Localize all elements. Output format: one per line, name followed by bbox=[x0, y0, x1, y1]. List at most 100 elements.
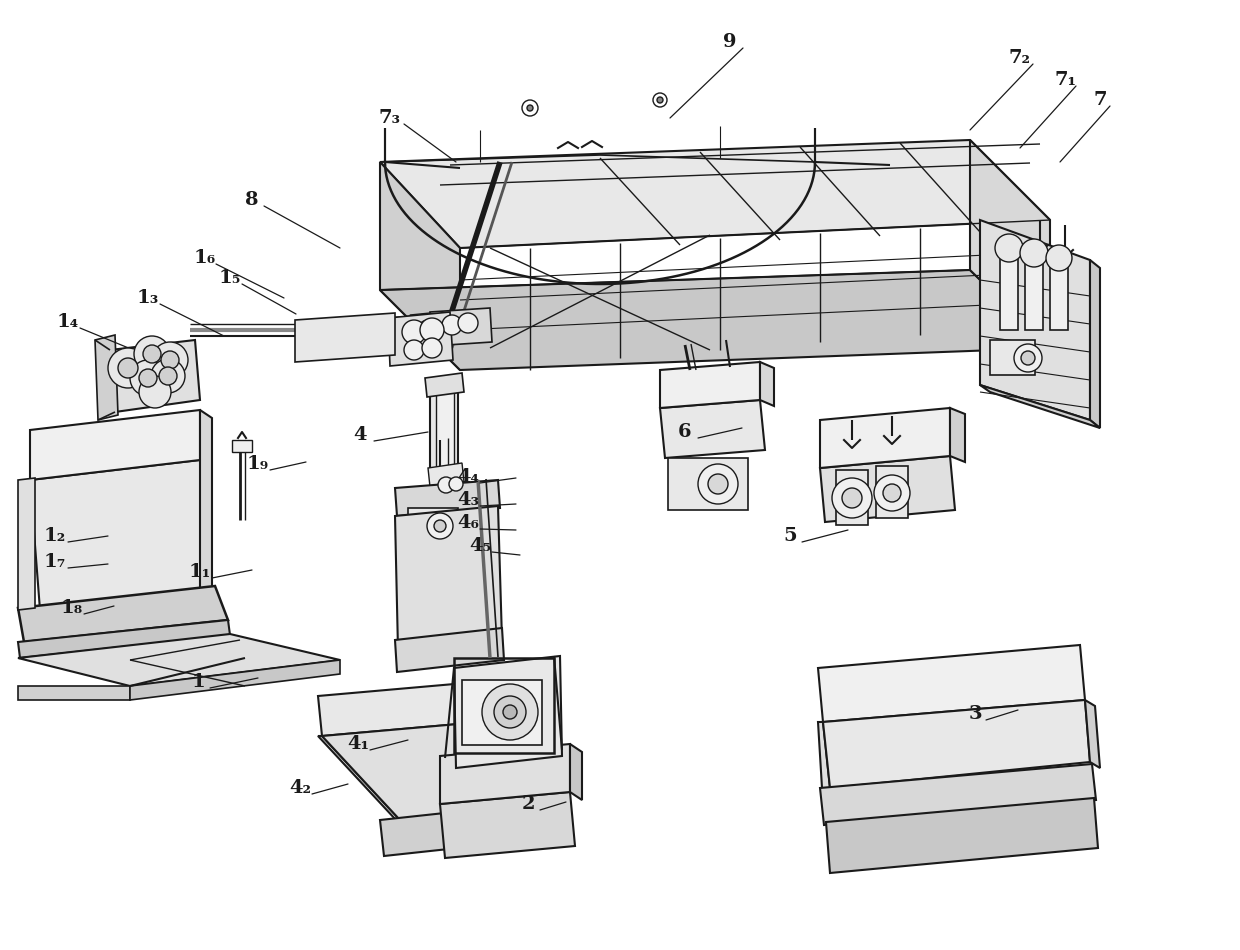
Text: 9: 9 bbox=[723, 33, 737, 51]
Polygon shape bbox=[1090, 260, 1100, 428]
Polygon shape bbox=[818, 722, 830, 788]
Polygon shape bbox=[379, 162, 460, 370]
Text: 3: 3 bbox=[968, 705, 982, 723]
Circle shape bbox=[657, 97, 663, 103]
Polygon shape bbox=[430, 308, 492, 346]
Text: 1₂: 1₂ bbox=[43, 527, 66, 545]
Polygon shape bbox=[410, 313, 432, 332]
Circle shape bbox=[842, 488, 862, 508]
Text: 1₆: 1₆ bbox=[193, 249, 216, 267]
Polygon shape bbox=[1085, 700, 1100, 768]
Text: 1₃: 1₃ bbox=[136, 289, 159, 307]
Polygon shape bbox=[970, 140, 1050, 348]
Circle shape bbox=[458, 313, 477, 333]
Polygon shape bbox=[454, 656, 562, 768]
Text: 4₁: 4₁ bbox=[347, 735, 370, 753]
Circle shape bbox=[449, 477, 463, 491]
Circle shape bbox=[143, 345, 161, 363]
Circle shape bbox=[1047, 245, 1073, 271]
Circle shape bbox=[522, 100, 538, 116]
Polygon shape bbox=[570, 744, 582, 800]
Circle shape bbox=[151, 359, 185, 393]
Text: 4: 4 bbox=[353, 426, 367, 444]
Circle shape bbox=[1021, 239, 1048, 267]
Circle shape bbox=[874, 475, 910, 511]
Circle shape bbox=[482, 684, 538, 740]
Polygon shape bbox=[95, 335, 118, 420]
Circle shape bbox=[404, 340, 424, 360]
Polygon shape bbox=[19, 634, 340, 686]
Polygon shape bbox=[388, 315, 432, 348]
Polygon shape bbox=[440, 792, 575, 858]
Circle shape bbox=[422, 338, 441, 358]
Text: 2: 2 bbox=[521, 795, 534, 813]
Polygon shape bbox=[396, 506, 502, 650]
Text: 1₈: 1₈ bbox=[61, 599, 83, 617]
Circle shape bbox=[994, 234, 1023, 262]
Text: 7₁: 7₁ bbox=[1054, 71, 1076, 89]
Circle shape bbox=[420, 318, 444, 342]
Circle shape bbox=[1014, 344, 1042, 372]
Text: 7₃: 7₃ bbox=[379, 109, 401, 127]
Circle shape bbox=[108, 348, 148, 388]
Bar bbox=[436, 390, 454, 468]
Polygon shape bbox=[980, 220, 1090, 420]
Polygon shape bbox=[820, 408, 950, 468]
Circle shape bbox=[494, 696, 526, 728]
Polygon shape bbox=[440, 744, 570, 804]
Bar bbox=[1025, 255, 1043, 330]
Text: 4₂: 4₂ bbox=[289, 779, 311, 797]
Polygon shape bbox=[317, 736, 401, 820]
Circle shape bbox=[434, 520, 446, 532]
Text: 1₇: 1₇ bbox=[43, 553, 66, 571]
Circle shape bbox=[139, 376, 171, 408]
Text: 1₄: 1₄ bbox=[57, 313, 79, 331]
Polygon shape bbox=[826, 798, 1097, 873]
Circle shape bbox=[527, 105, 533, 111]
Text: 7: 7 bbox=[1094, 91, 1107, 109]
Bar bbox=[408, 508, 458, 543]
Circle shape bbox=[441, 315, 463, 335]
Polygon shape bbox=[388, 312, 453, 366]
Circle shape bbox=[134, 336, 170, 372]
Polygon shape bbox=[379, 804, 532, 856]
Circle shape bbox=[438, 477, 454, 493]
Text: 4₆: 4₆ bbox=[458, 514, 479, 532]
Polygon shape bbox=[295, 313, 396, 362]
Polygon shape bbox=[19, 686, 130, 700]
Polygon shape bbox=[823, 700, 1090, 788]
Text: 7₂: 7₂ bbox=[1009, 49, 1030, 67]
Text: 4₅: 4₅ bbox=[469, 537, 491, 555]
Circle shape bbox=[405, 322, 425, 342]
Circle shape bbox=[653, 93, 667, 107]
Circle shape bbox=[832, 478, 872, 518]
Polygon shape bbox=[30, 460, 210, 610]
Circle shape bbox=[418, 320, 438, 340]
Bar bbox=[999, 250, 1018, 330]
Text: 5: 5 bbox=[784, 527, 797, 545]
Polygon shape bbox=[19, 586, 228, 642]
Circle shape bbox=[139, 369, 157, 387]
Bar bbox=[875, 466, 908, 518]
Polygon shape bbox=[660, 362, 760, 408]
Bar bbox=[232, 440, 252, 452]
Circle shape bbox=[402, 320, 427, 344]
Polygon shape bbox=[425, 373, 464, 397]
Polygon shape bbox=[760, 362, 774, 406]
Polygon shape bbox=[110, 340, 200, 412]
Polygon shape bbox=[396, 628, 503, 672]
Circle shape bbox=[503, 705, 517, 719]
Bar bbox=[463, 680, 542, 745]
Polygon shape bbox=[200, 410, 212, 598]
Text: 1₉: 1₉ bbox=[247, 455, 269, 473]
Polygon shape bbox=[950, 408, 965, 462]
Circle shape bbox=[708, 474, 728, 494]
Circle shape bbox=[159, 367, 177, 385]
Polygon shape bbox=[30, 410, 200, 480]
Polygon shape bbox=[322, 720, 520, 820]
Text: 6: 6 bbox=[678, 423, 692, 441]
Circle shape bbox=[118, 358, 138, 378]
Circle shape bbox=[698, 464, 738, 504]
Circle shape bbox=[883, 484, 901, 502]
Polygon shape bbox=[820, 764, 1096, 825]
